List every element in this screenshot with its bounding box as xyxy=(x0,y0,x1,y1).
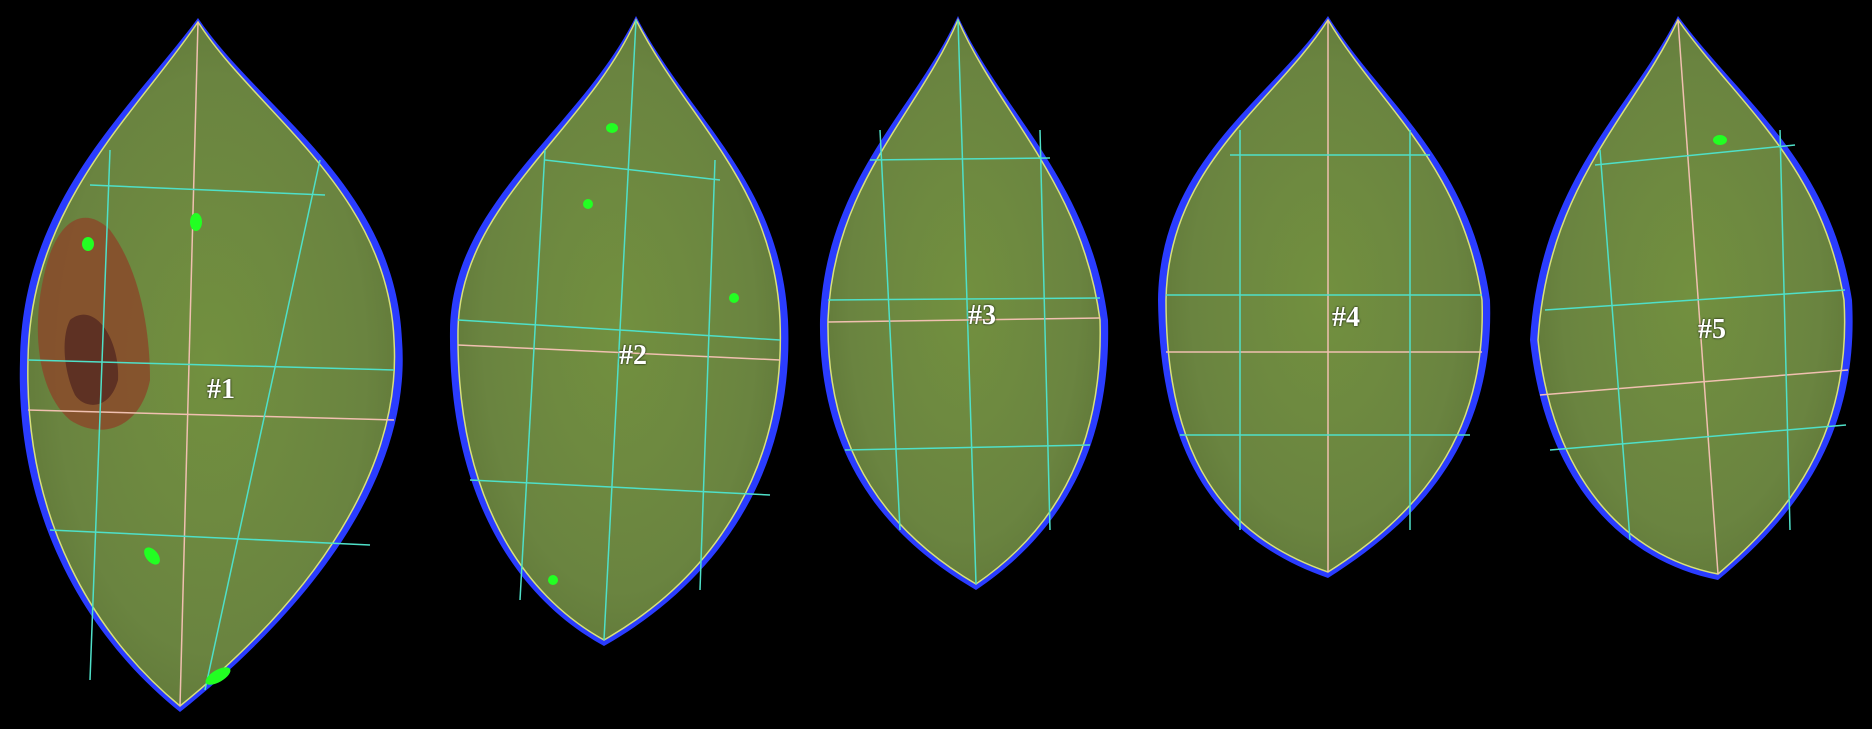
leaf-2-grid xyxy=(457,19,781,641)
leaf-2 xyxy=(449,16,789,646)
leaf-3 xyxy=(819,16,1109,590)
leaf-1-marker xyxy=(82,237,94,251)
leaf-2-marker xyxy=(548,575,558,585)
leaf-5-marker xyxy=(1713,135,1727,145)
leaf-4-blade xyxy=(1165,18,1483,573)
leaf-2-marker xyxy=(583,199,593,209)
leaf-1 xyxy=(19,18,403,712)
leaf-1-marker xyxy=(190,213,202,231)
leaf-5 xyxy=(1530,16,1853,580)
leaf-3-grid xyxy=(827,19,1101,585)
leaf-1-grid xyxy=(27,21,395,707)
leaf-2-marker xyxy=(729,293,739,303)
leaf-5-grid xyxy=(1539,19,1849,575)
leaf-1-marker xyxy=(144,547,160,565)
leaf-2-marker xyxy=(606,123,618,133)
leaf-4-grid xyxy=(1166,20,1482,572)
leaf-1-marker xyxy=(205,667,231,685)
leaf-4-label: #4 xyxy=(1332,302,1360,333)
leaf-5-label: #5 xyxy=(1698,314,1726,345)
leaf-1-label: #1 xyxy=(207,374,235,405)
leaf-4 xyxy=(1158,16,1491,578)
leaf-1-lesion-core xyxy=(64,314,119,405)
leaf-3-label: #3 xyxy=(968,300,996,331)
leaf-2-label: #2 xyxy=(619,340,647,371)
